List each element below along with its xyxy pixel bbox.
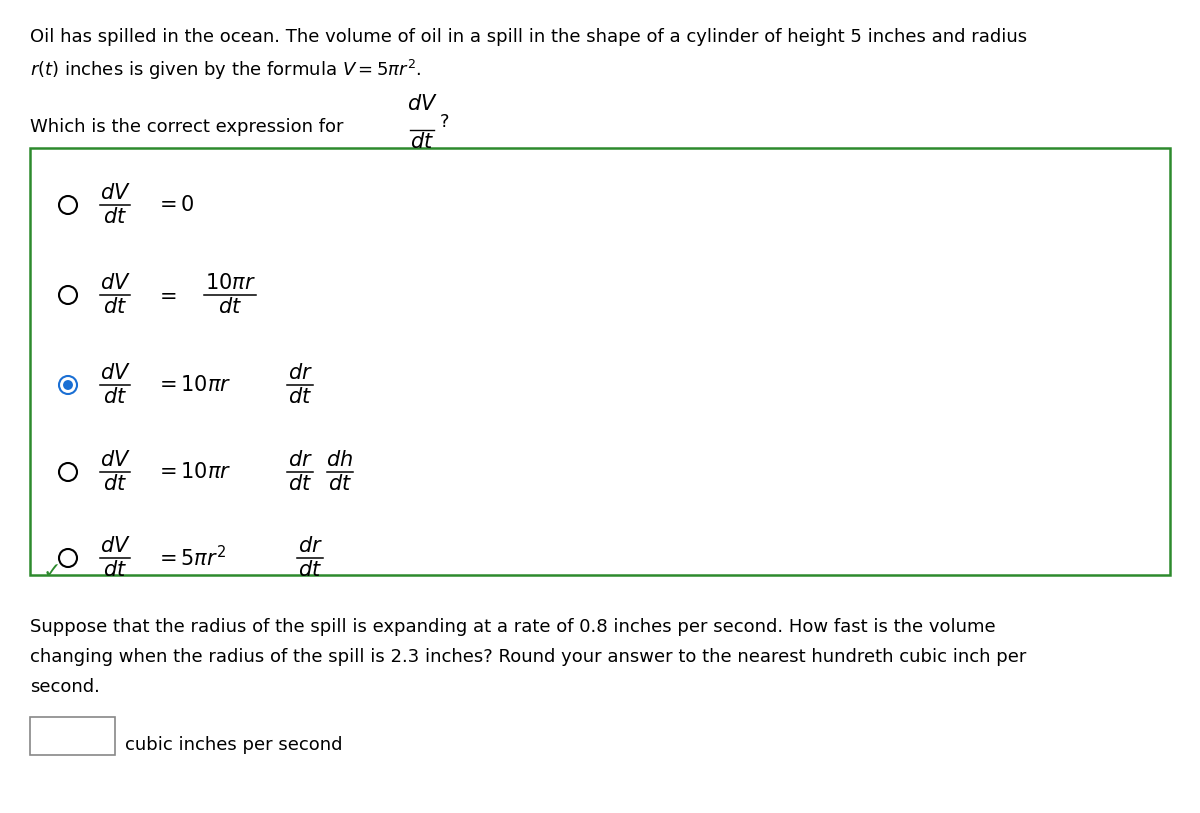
Text: $dt$: $dt$: [410, 132, 434, 152]
Text: $dh$: $dh$: [326, 450, 354, 470]
Text: Which is the correct expression for: Which is the correct expression for: [30, 118, 343, 136]
Text: $dt$: $dt$: [218, 297, 242, 317]
Bar: [30, 717, 115, 755]
Text: $= 10\pi r$: $= 10\pi r$: [155, 375, 232, 395]
Text: $dt$: $dt$: [103, 474, 127, 494]
Text: $dt$: $dt$: [103, 297, 127, 317]
Text: $= 0$: $= 0$: [155, 195, 194, 215]
Text: Suppose that the radius of the spill is expanding at a rate of 0.8 inches per se: Suppose that the radius of the spill is …: [30, 618, 996, 636]
Text: $dt$: $dt$: [288, 474, 312, 494]
Text: $dV$: $dV$: [100, 450, 131, 470]
Text: $dt$: $dt$: [103, 560, 127, 580]
Text: $dr$: $dr$: [288, 450, 312, 470]
Text: changing when the radius of the spill is 2.3 inches? Round your answer to the ne: changing when the radius of the spill is…: [30, 648, 1026, 666]
Text: $dV$: $dV$: [100, 536, 131, 556]
Text: $=$: $=$: [155, 285, 176, 305]
Text: $dt$: $dt$: [103, 207, 127, 227]
Text: $= 5\pi r^2$: $= 5\pi r^2$: [155, 546, 226, 571]
Text: $dt$: $dt$: [328, 474, 352, 494]
Text: Oil has spilled in the ocean. The volume of oil in a spill in the shape of a cyl: Oil has spilled in the ocean. The volume…: [30, 28, 1027, 46]
Text: ?: ?: [440, 113, 450, 131]
Text: $= 10\pi r$: $= 10\pi r$: [155, 462, 232, 482]
Text: $dV$: $dV$: [100, 363, 131, 383]
Text: $dr$: $dr$: [288, 363, 312, 383]
Text: $dV$: $dV$: [407, 94, 437, 114]
Circle shape: [64, 380, 73, 390]
Text: $10\pi r$: $10\pi r$: [205, 273, 256, 293]
Text: cubic inches per second: cubic inches per second: [125, 736, 342, 754]
Text: $dr$: $dr$: [298, 536, 323, 556]
Text: $\checkmark$: $\checkmark$: [42, 560, 59, 580]
Text: $dt$: $dt$: [103, 387, 127, 407]
Text: $dt$: $dt$: [288, 387, 312, 407]
Text: $r(t)$ inches is given by the formula $V = 5\pi r^2$.: $r(t)$ inches is given by the formula $V…: [30, 58, 421, 82]
Text: second.: second.: [30, 678, 100, 696]
Text: $dV$: $dV$: [100, 273, 131, 293]
Bar: [30, 148, 1170, 575]
Text: $dV$: $dV$: [100, 183, 131, 203]
Text: $dt$: $dt$: [298, 560, 322, 580]
